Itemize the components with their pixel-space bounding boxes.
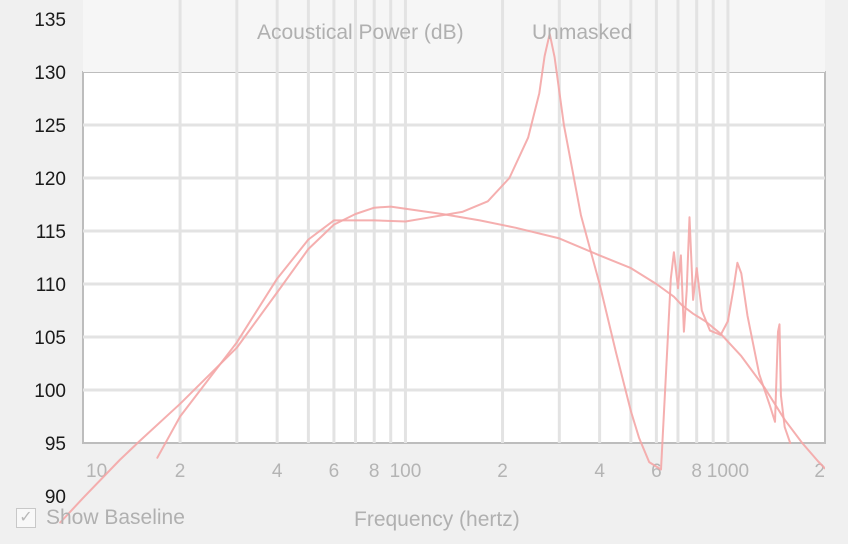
x-axis-label: Frequency (hertz) — [354, 508, 520, 531]
y-tick-label: 115 — [36, 222, 66, 243]
y-grid — [83, 123, 825, 392]
x-tick-label: 4 — [272, 461, 283, 482]
x-tick-label: 8 — [691, 461, 702, 482]
y-tick-label: 135 — [34, 10, 66, 31]
y-tick-label: 100 — [34, 381, 66, 402]
series-line-2 — [156, 32, 792, 471]
x-tick-label: 2 — [814, 461, 825, 482]
x-tick-label: 100 — [390, 461, 422, 482]
y-tick-label: 110 — [36, 275, 66, 296]
y-tick-label: 125 — [34, 116, 66, 137]
x-tick-label: 4 — [594, 461, 605, 482]
title-strip — [83, 0, 825, 72]
unmasked-label: Unmasked — [532, 21, 632, 44]
y-tick-label: 105 — [34, 328, 66, 349]
y-tick-label: 90 — [45, 487, 66, 508]
x-tick-label: 1000 — [707, 461, 749, 482]
y-tick-label: 120 — [34, 169, 66, 190]
x-tick-label: 2 — [175, 461, 186, 482]
show-baseline-checkbox[interactable]: ✓ — [16, 508, 36, 528]
y-tick-label: 95 — [45, 434, 66, 455]
x-tick-label: 6 — [651, 461, 662, 482]
show-baseline-toggle[interactable]: ✓ Show Baseline — [16, 505, 185, 531]
x-tick-label: 8 — [369, 461, 380, 482]
series-line-1 — [59, 205, 825, 524]
x-tick-labels: 10 2 4 6 8 100 2 4 6 8 1000 2 — [86, 461, 825, 482]
x-tick-label: 10 — [86, 461, 107, 482]
series-lines — [59, 32, 825, 524]
y-tick-label: 130 — [34, 63, 66, 84]
chart-title: Acoustical Power (dB) — [257, 21, 464, 44]
show-baseline-label: Show Baseline — [46, 506, 185, 529]
y-tick-labels: 135 130 125 120 115 110 105 100 95 90 — [34, 10, 66, 508]
x-tick-label: 6 — [329, 461, 340, 482]
x-tick-label: 2 — [497, 461, 508, 482]
